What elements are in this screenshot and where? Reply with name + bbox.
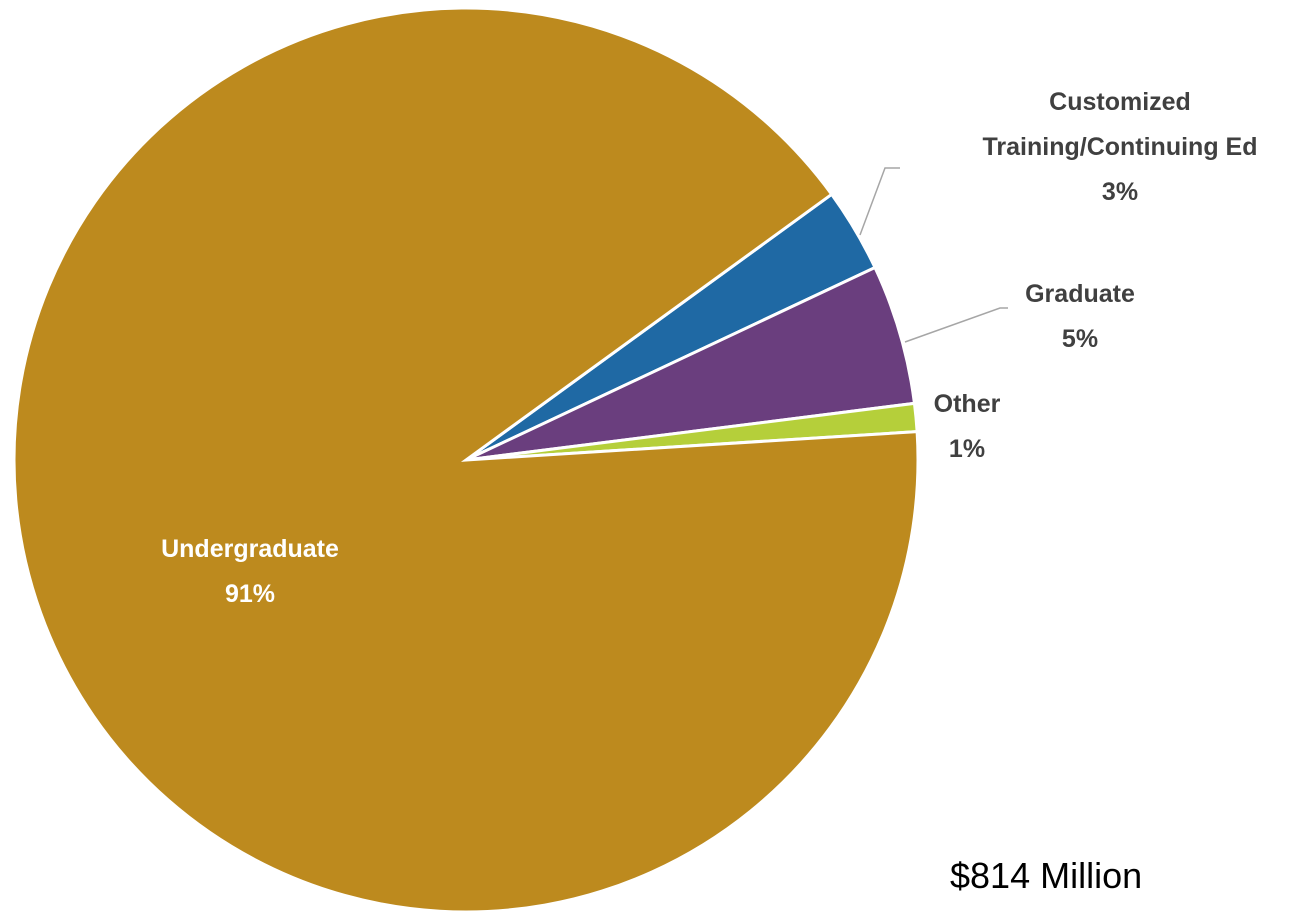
label-value: 3% <box>1101 178 1139 206</box>
data-label: Customized Training/Continuing Ed 3% <box>930 80 1310 215</box>
label-name: Other <box>933 390 1001 418</box>
data-label: Other 1% <box>907 382 1027 472</box>
pie-slice <box>465 265 917 462</box>
label-name: Undergraduate <box>161 535 339 563</box>
label-value: 5% <box>1061 325 1099 353</box>
data-label: Undergraduate 91% <box>100 527 400 617</box>
leader-line <box>904 307 1008 343</box>
label-value: 91% <box>224 580 276 608</box>
label-name: Customized Training/Continuing Ed <box>982 88 1258 161</box>
total-annotation: $814 Million <box>950 855 1143 896</box>
pie-slice <box>12 6 920 914</box>
data-label: Graduate 5% <box>980 272 1180 362</box>
label-name: Graduate <box>1025 280 1135 308</box>
label-value: 1% <box>948 435 986 463</box>
leader-line <box>859 167 900 236</box>
